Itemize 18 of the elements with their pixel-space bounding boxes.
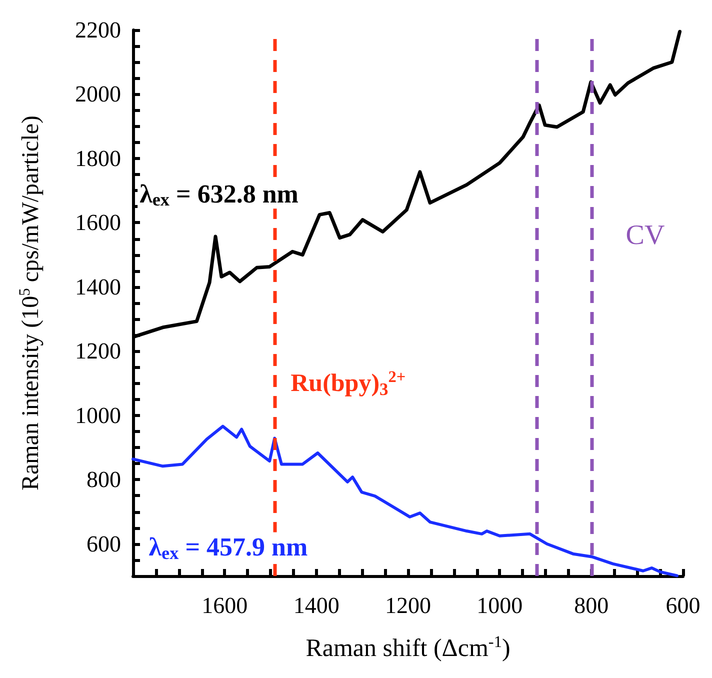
y-tick-label: 1400 [75,274,121,300]
y-tick-label: 1000 [75,402,121,428]
ref-line-label: CV [626,220,665,252]
x-tick-label: 1000 [476,593,523,618]
y-tick-label: 2000 [75,82,121,107]
y-tick-label: 1800 [75,146,121,171]
y-tick-label: 2200 [75,18,121,42]
line-series [132,424,679,578]
x-tick-label: 1200 [385,593,431,618]
y-axis-title: Raman intensity (105 cps/mW/particle) [16,115,44,491]
x-tick-label: 1400 [293,593,340,618]
y-tick-label: 1200 [75,338,121,364]
x-tick-label: 1600 [202,593,248,618]
y-tick-label: 1600 [75,210,121,236]
x-tick-label: 600 [666,593,700,618]
x-tick-label: 800 [574,593,609,618]
y-tick-label: 600 [86,531,121,556]
y-tick-label: 800 [86,467,121,492]
